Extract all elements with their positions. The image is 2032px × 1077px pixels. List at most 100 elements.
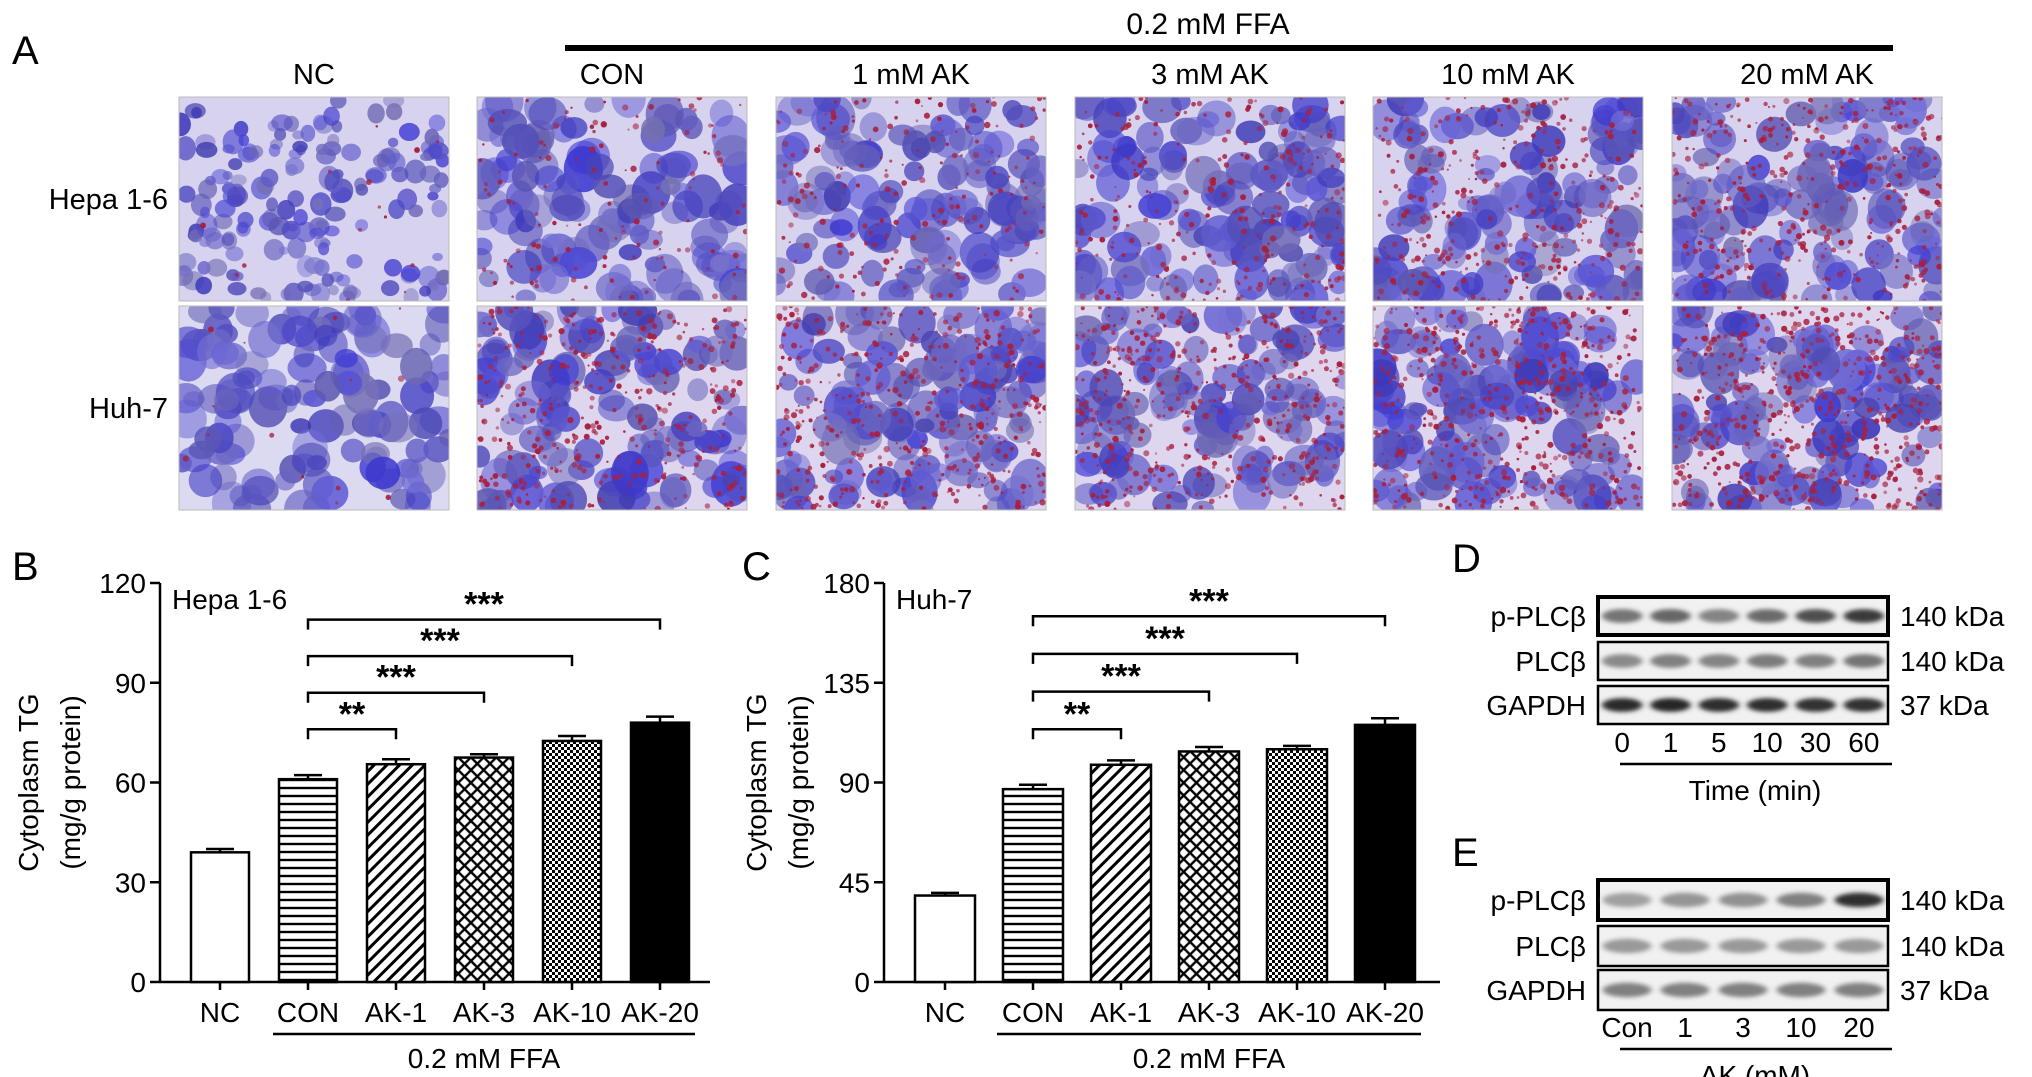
column-label: 1 mM AK: [852, 59, 970, 91]
panel-a: A 0.2 mM FFA NC CON 1 mM AK 3 mM AK 10 mM AK…: [12, 8, 1943, 511]
blot-xlabel: AK (mM): [1700, 1060, 1810, 1077]
blot-strip: [1596, 684, 1890, 726]
y-tick-label: 60: [115, 768, 146, 799]
molecular-weight-label: 37 kDa: [1900, 690, 1989, 721]
panel-b-letter: B: [12, 545, 39, 589]
micrograph-tile: [178, 96, 450, 302]
lane-label: 60: [1848, 727, 1879, 758]
y-tick-label: 30: [115, 867, 146, 898]
blot-band: [1746, 654, 1788, 668]
y-tick-label: 0: [854, 967, 870, 998]
y-axis-label: Cytoplasm TG: [741, 693, 772, 871]
column-label: NC: [293, 59, 335, 91]
bar: [1089, 763, 1153, 984]
chart-b: 0 30 60 90 120 Cytoplasm TG (mg/g protein) Hepa…: [13, 568, 710, 1074]
x-tick-label: NC: [200, 997, 240, 1028]
blot-band: [1601, 698, 1643, 712]
blot-band: [1718, 892, 1768, 908]
lane-label: 1: [1677, 1012, 1693, 1043]
ffa-bracket-label: 0.2 mM FFA: [1126, 8, 1289, 41]
blot-band: [1776, 892, 1826, 908]
significance-bracket: [306, 618, 662, 630]
blot-strip: [1596, 595, 1890, 637]
blot-band: [1795, 654, 1836, 668]
blot-xlabel: Time (min): [1689, 775, 1822, 806]
western-blot-e: p-PLCβ 140 kDa PLCβ 140 kDa GAPDH 37 kDa Con 1 3…: [1486, 878, 2005, 1077]
panel-a-letter: A: [12, 29, 39, 73]
micrograph-tile: [775, 96, 1047, 302]
lane-label: 10: [1785, 1012, 1816, 1043]
blot-band: [1843, 654, 1885, 668]
significance-label: ***: [420, 622, 460, 660]
micrograph-tile: [476, 96, 748, 302]
y-tick-label: 45: [839, 867, 870, 898]
y-tick-label: 120: [99, 568, 146, 599]
blot-band: [1601, 654, 1643, 668]
molecular-weight-label: 140 kDa: [1900, 931, 2005, 962]
protein-label: GAPDH: [1486, 690, 1586, 721]
column-label: CON: [580, 59, 644, 91]
bar: [541, 739, 603, 984]
column-label: 3 mM AK: [1151, 59, 1269, 91]
blot-band: [1834, 938, 1884, 954]
blot-band: [1718, 938, 1768, 954]
blot-band: [1698, 698, 1740, 712]
lane-label: Con: [1601, 1012, 1652, 1043]
y-axis-label-unit: (mg/g protein): [55, 695, 86, 869]
protein-label: p-PLCβ: [1491, 885, 1586, 916]
significance-label: **: [339, 695, 366, 733]
x-tick-label: AK-10: [1258, 997, 1336, 1028]
panel-b: B 0 30 60 90 120 Cytoplasm TG (mg/g protein) He…: [12, 545, 710, 1074]
blot-band: [1843, 609, 1885, 623]
molecular-weight-label: 140 kDa: [1900, 601, 2005, 632]
bar: [189, 851, 251, 984]
blot-band: [1698, 609, 1740, 623]
micrograph-tile: [178, 305, 450, 511]
blot-band: [1601, 609, 1643, 623]
significance-bracket: [306, 654, 574, 667]
x-tick-label: AK-3: [1178, 997, 1240, 1028]
bar: [1353, 723, 1417, 984]
blot-band: [1602, 938, 1652, 954]
significance-bracket: [1031, 728, 1123, 740]
blot-strip: [1596, 640, 1890, 682]
significance-label: **: [1064, 695, 1091, 733]
blot-band: [1834, 892, 1884, 908]
molecular-weight-label: 140 kDa: [1900, 885, 2005, 916]
lane-label: 0: [1614, 727, 1630, 758]
group-label: 0.2 mM FFA: [408, 1043, 561, 1074]
bar: [1265, 748, 1329, 984]
blot-band: [1746, 698, 1788, 712]
y-tick-label: 0: [130, 967, 146, 998]
lane-label: 1: [1663, 727, 1679, 758]
panel-e-letter: E: [1452, 831, 1479, 875]
micrograph-tile: [1372, 305, 1644, 511]
column-label: 10 mM AK: [1441, 59, 1575, 91]
lane-label: 20: [1843, 1012, 1874, 1043]
x-tick-label: CON: [1002, 997, 1064, 1028]
chart-title: Hepa 1-6: [172, 584, 287, 615]
chart-c: 0 45 90 135 180 Cytoplasm TG (mg/g protein) Huh…: [741, 568, 1440, 1074]
group-label: 0.2 mM FFA: [1133, 1043, 1286, 1074]
panel-c: C 0 45 90 135 180 Cytoplasm TG (mg/g protein) H…: [741, 545, 1440, 1074]
chart-title: Huh-7: [896, 584, 972, 615]
bar: [365, 762, 427, 984]
bar: [1177, 750, 1241, 984]
panel-c-letter: C: [742, 545, 771, 589]
panel-d: D p-PLCβ 140 kDa PLCβ 140 kDa GAPDH 37 kDa 0 1 5…: [1452, 537, 2005, 806]
significance-label: ***: [376, 659, 416, 697]
column-label: 20 mM AK: [1740, 59, 1874, 91]
x-tick-label: AK-10: [533, 997, 611, 1028]
bar: [913, 894, 977, 984]
x-tick-label: AK-20: [1346, 997, 1424, 1028]
significance-label: ***: [1145, 620, 1185, 658]
micrograph-tile: [1372, 96, 1644, 302]
significance-bracket: [1031, 652, 1299, 664]
blot-band: [1602, 892, 1652, 908]
molecular-weight-label: 37 kDa: [1900, 975, 1989, 1006]
blot-band: [1698, 654, 1740, 668]
y-tick-label: 90: [115, 668, 146, 699]
bar: [629, 721, 691, 984]
blot-band: [1660, 938, 1710, 954]
